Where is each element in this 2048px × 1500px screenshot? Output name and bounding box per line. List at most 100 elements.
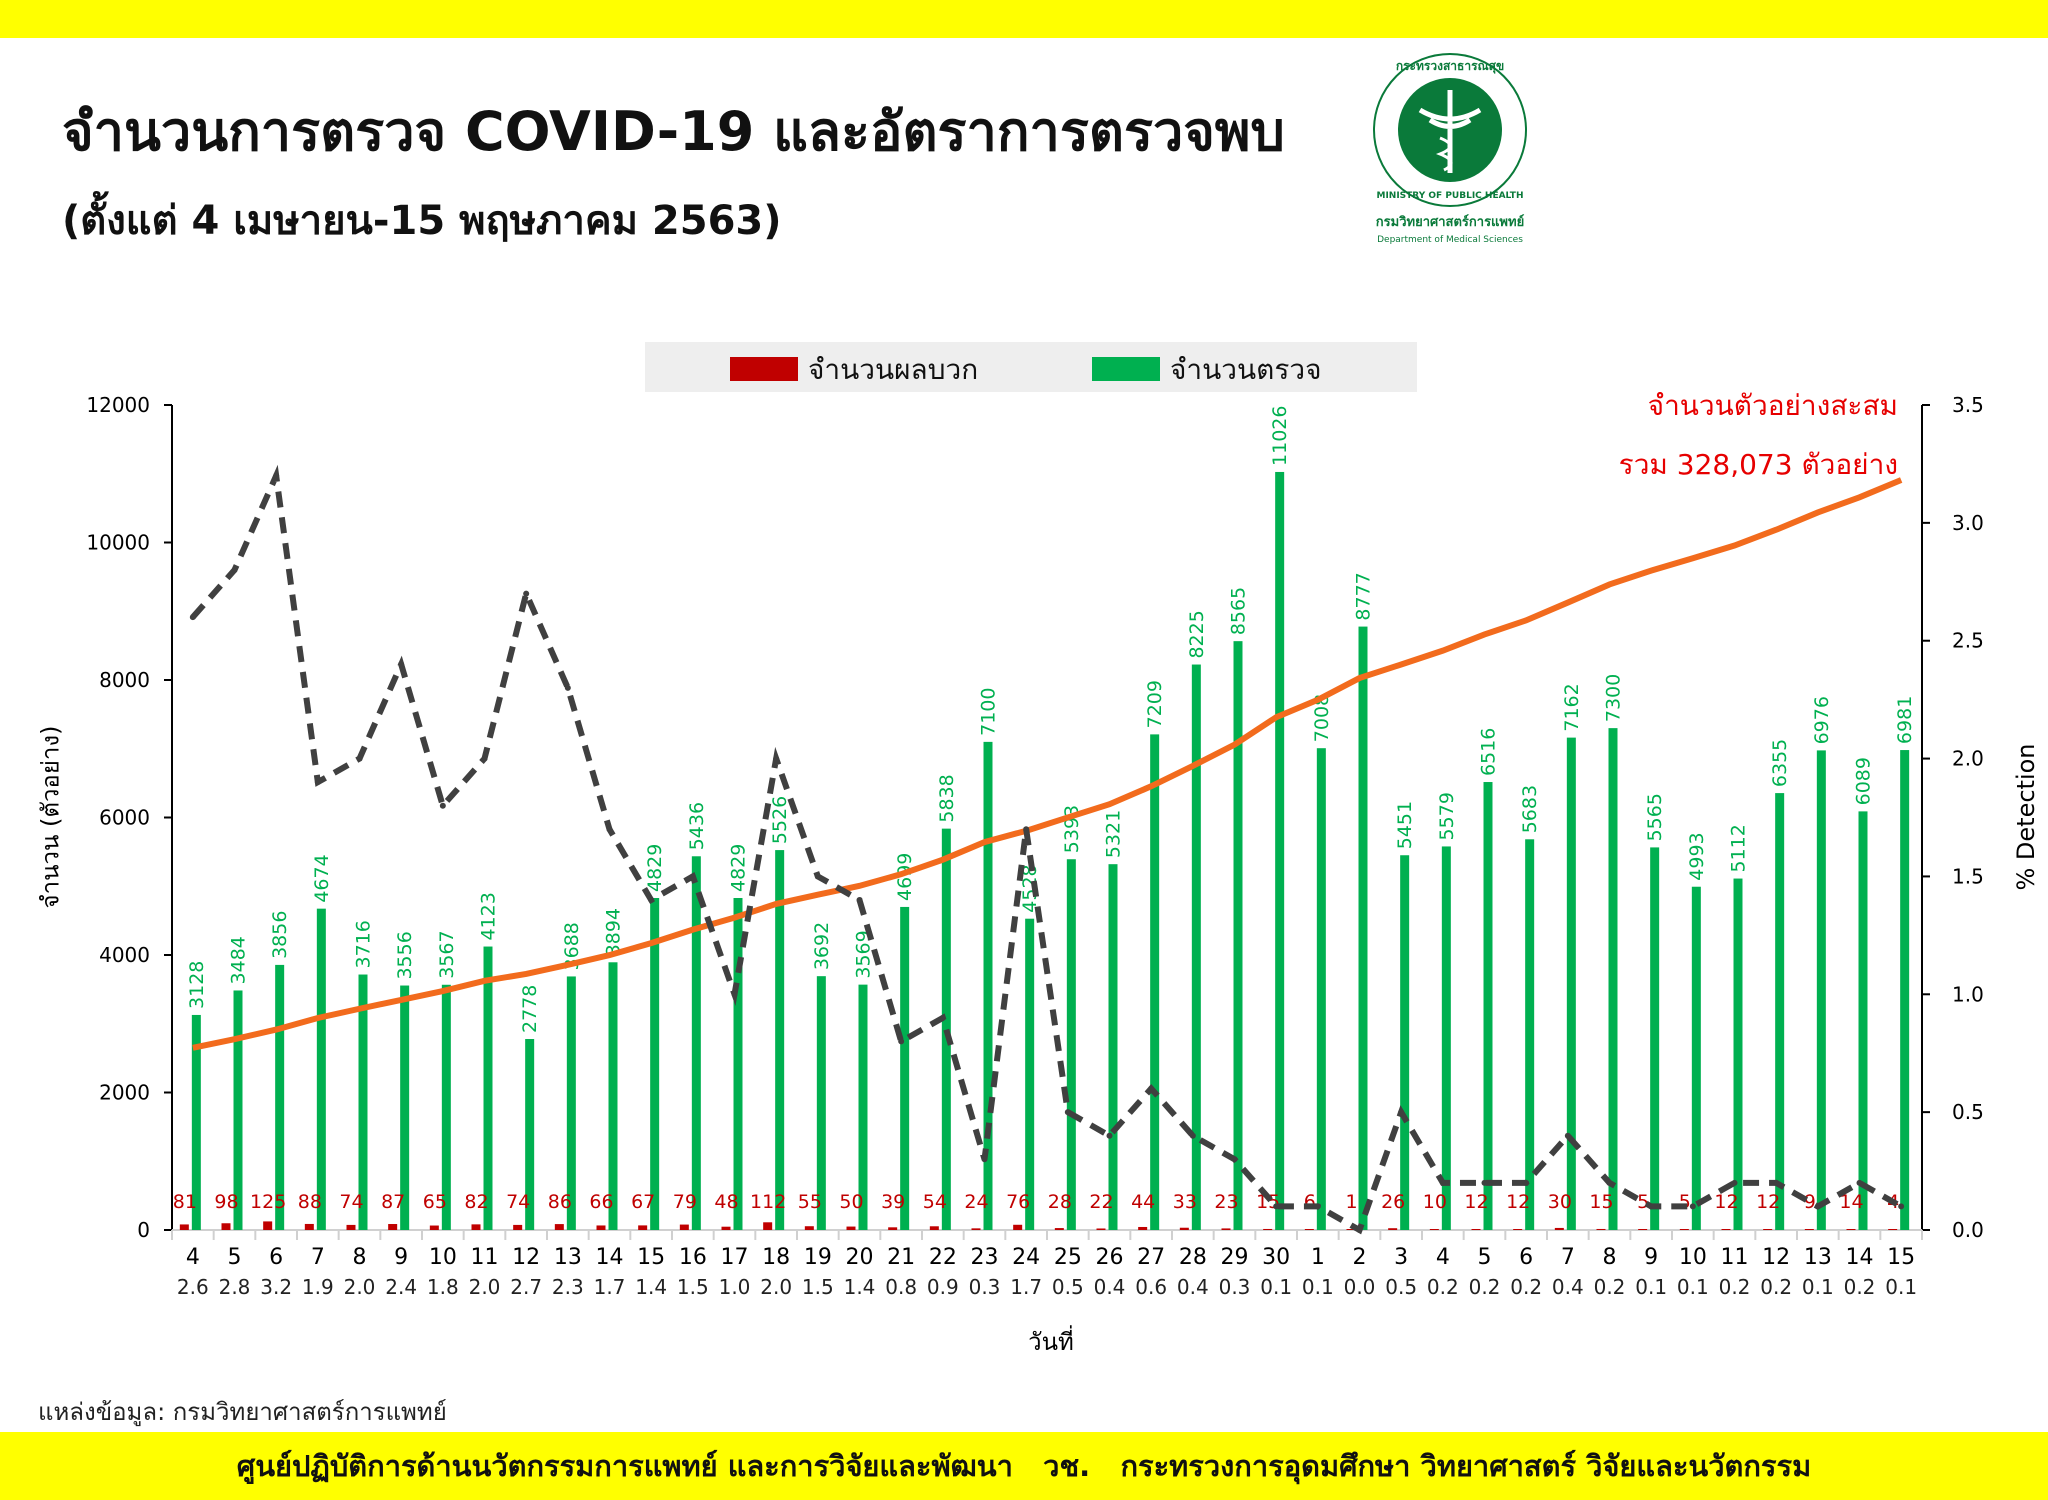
- detection-data-label: 0.4: [1094, 1275, 1126, 1299]
- cumulative-annotation-line2: รวม 328,073 ตัวอย่าง: [1618, 448, 1898, 481]
- positive-data-label: 6: [1304, 1191, 1316, 1213]
- page-title: จำนวนการตรวจ COVID-19 และอัตราการตรวจพบ: [62, 100, 1285, 163]
- detection-data-label: 2.7: [510, 1275, 542, 1299]
- positive-bar: [554, 1224, 564, 1230]
- detection-data-label: 2.8: [219, 1275, 251, 1299]
- positive-bar: [1596, 1228, 1606, 1230]
- positive-data-label: 125: [250, 1191, 286, 1213]
- positive-bar: [221, 1223, 231, 1230]
- detection-point: [1189, 1132, 1196, 1139]
- y2-tick-label: 3.5: [1952, 393, 1984, 417]
- x-tick-label: 23: [971, 1245, 999, 1270]
- y2-tick-label: 3.0: [1952, 511, 1984, 535]
- positive-data-label: 22: [1089, 1191, 1113, 1213]
- positive-bar: [1429, 1229, 1439, 1230]
- tests-data-label: 3569: [853, 930, 875, 978]
- legend-swatch-positive: [730, 357, 798, 381]
- x-tick-label: 16: [679, 1245, 707, 1270]
- positive-bar: [1221, 1228, 1231, 1230]
- detection-point: [439, 802, 446, 809]
- tests-data-label: 3688: [561, 922, 583, 970]
- legend-swatch-tests: [1092, 357, 1160, 381]
- positive-bar: [1096, 1228, 1106, 1230]
- tests-data-label: 4993: [1686, 832, 1708, 880]
- x-tick-label: 11: [1721, 1245, 1749, 1270]
- detection-point: [231, 567, 238, 573]
- tests-bar: [275, 964, 285, 1230]
- tests-data-label: 3128: [186, 961, 208, 1009]
- detection-data-label: 0.6: [1135, 1275, 1167, 1299]
- tests-bar: [566, 976, 576, 1230]
- tests-bar: [1233, 641, 1243, 1230]
- logo-dept-thai: กรมวิทยาศาสตร์การแพทย์: [1376, 214, 1524, 230]
- x-tick-label: 25: [1054, 1245, 1082, 1270]
- positive-bar: [1721, 1229, 1731, 1230]
- positive-bar: [1804, 1229, 1814, 1230]
- positive-bar: [1554, 1227, 1564, 1230]
- x-tick-label: 27: [1137, 1245, 1165, 1270]
- detection-point: [1773, 1179, 1780, 1186]
- tests-data-label: 7162: [1561, 683, 1583, 731]
- detection-point: [189, 614, 196, 621]
- positive-data-label: 76: [1006, 1191, 1030, 1213]
- x-tick-label: 18: [762, 1245, 790, 1270]
- detection-data-label: 3.2: [260, 1275, 292, 1299]
- detection-data-label: 0.3: [969, 1275, 1001, 1299]
- logo-dept-en: Department of Medical Sciences: [1377, 235, 1523, 245]
- positive-bar: [638, 1225, 648, 1230]
- tests-data-label: 3692: [811, 922, 833, 970]
- positive-bar: [1054, 1228, 1064, 1230]
- tests-data-label: 7008: [1311, 694, 1333, 742]
- detection-data-label: 1.0: [719, 1275, 751, 1299]
- positive-bar: [1013, 1224, 1023, 1230]
- detection-data-label: 1.8: [427, 1275, 459, 1299]
- positive-bar: [721, 1226, 731, 1230]
- y-tick-label: 12000: [86, 393, 150, 417]
- tests-bar: [775, 850, 785, 1230]
- detection-point: [1106, 1132, 1113, 1139]
- x-tick-label: 13: [554, 1245, 582, 1270]
- positive-bar: [971, 1228, 981, 1230]
- detection-point: [1523, 1179, 1530, 1186]
- tests-data-label: 2778: [519, 985, 541, 1033]
- tests-data-label: 3484: [228, 936, 250, 984]
- x-tick-label: 15: [637, 1245, 665, 1270]
- detection-point: [773, 755, 780, 762]
- tests-bar: [1275, 471, 1285, 1230]
- positive-data-label: 33: [1173, 1191, 1197, 1213]
- detection-data-label: 0.1: [1302, 1275, 1334, 1299]
- tests-data-label: 6089: [1853, 757, 1875, 805]
- tests-data-label: 5683: [1519, 785, 1541, 833]
- detection-point: [1689, 1203, 1696, 1210]
- positive-bar: [846, 1226, 856, 1230]
- tests-data-label: 4123: [478, 892, 500, 940]
- tests-bar: [1316, 748, 1326, 1230]
- tests-bar: [650, 898, 660, 1230]
- positive-data-label: 12: [1506, 1191, 1530, 1213]
- tests-data-label: 5451: [1394, 801, 1416, 849]
- y-tick-label: 6000: [99, 806, 150, 830]
- detection-data-label: 2.4: [385, 1275, 417, 1299]
- detection-point: [481, 755, 488, 762]
- tests-data-label: 6355: [1769, 739, 1791, 787]
- svg-text:MINISTRY OF PUBLIC HEALTH: MINISTRY OF PUBLIC HEALTH: [1377, 191, 1524, 201]
- cumulative-line: [192, 477, 1903, 1051]
- detection-data-label: 0.8: [885, 1275, 917, 1299]
- detection-point: [1064, 1109, 1071, 1116]
- x-tick-label: 8: [1603, 1245, 1617, 1270]
- positive-data-label: 1: [1345, 1191, 1357, 1213]
- tests-data-label: 11026: [1269, 406, 1291, 466]
- x-tick-label: 14: [596, 1245, 624, 1270]
- positive-bar: [388, 1224, 398, 1230]
- detection-data-label: 0.2: [1594, 1275, 1626, 1299]
- tests-data-label: 3856: [269, 911, 291, 959]
- positive-bar: [888, 1227, 898, 1230]
- detection-point: [606, 826, 613, 833]
- detection-data-label: 1.5: [677, 1275, 709, 1299]
- positive-bar: [346, 1224, 356, 1230]
- tests-bar: [1566, 737, 1576, 1230]
- positive-data-label: 12: [1756, 1191, 1780, 1213]
- x-tick-label: 12: [1762, 1245, 1790, 1270]
- x-tick-label: 15: [1887, 1245, 1915, 1270]
